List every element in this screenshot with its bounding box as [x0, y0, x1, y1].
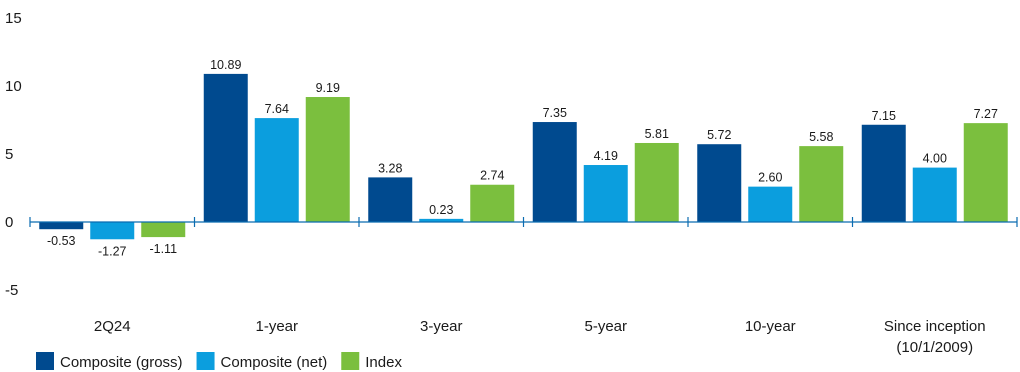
category-label: 10-year — [745, 318, 796, 335]
legend-swatch — [341, 352, 360, 370]
data-label: 4.19 — [594, 149, 618, 163]
bar — [470, 184, 515, 222]
y-tick-label: 5 — [5, 146, 13, 163]
data-labels-group: -0.53 -1.27 -1.11 10.89 7.64 9.19 3.28 0.23 2.74… — [47, 58, 998, 258]
data-label: 5.72 — [707, 128, 731, 142]
data-label: 2.74 — [480, 169, 504, 183]
bar — [861, 124, 906, 222]
data-label: -1.27 — [98, 244, 127, 258]
legend-swatch — [196, 352, 215, 370]
data-label: -1.11 — [149, 242, 177, 256]
bar — [799, 146, 844, 222]
data-label: -0.53 — [47, 234, 76, 248]
category-label: Since inception (10/1/2009) — [884, 318, 986, 356]
data-label: 3.28 — [378, 161, 402, 175]
zero-axis — [29, 217, 1018, 227]
legend-label: Composite (gross) — [60, 354, 183, 371]
bar — [912, 167, 957, 222]
legend: Composite (gross) Composite (net) Index — [36, 352, 402, 371]
data-label: 2.60 — [758, 171, 782, 185]
bar — [748, 186, 793, 222]
bar — [697, 144, 742, 222]
bar — [90, 222, 135, 240]
bar — [39, 222, 84, 230]
bar — [583, 165, 628, 222]
bar — [634, 142, 679, 222]
legend-label: Index — [365, 354, 402, 371]
legend-label: Composite (net) — [221, 354, 328, 371]
legend-swatch — [36, 352, 54, 370]
data-label: 7.64 — [265, 102, 289, 116]
y-axis-ticks: -5 0 5 10 15 — [5, 10, 22, 299]
bars-group — [39, 73, 1008, 240]
bar — [203, 73, 248, 223]
data-label: 7.27 — [974, 107, 998, 121]
data-label: 9.19 — [316, 81, 340, 95]
data-label: 4.00 — [923, 152, 947, 166]
category-label: 5-year — [584, 318, 627, 335]
y-tick-label: -5 — [5, 282, 18, 299]
bar — [254, 118, 299, 222]
data-label: 5.58 — [809, 130, 833, 144]
bar — [305, 97, 350, 222]
category-label: 1-year — [255, 318, 298, 335]
y-tick-label: 0 — [5, 214, 13, 231]
y-tick-label: 15 — [5, 10, 22, 27]
y-tick-label: 10 — [5, 78, 22, 95]
data-label: 7.15 — [872, 109, 896, 123]
data-label: 0.23 — [429, 203, 453, 217]
data-label: 7.35 — [543, 106, 567, 120]
category-labels-group: 2Q24 1-year 3-year 5-year 10-year Since incep… — [94, 318, 986, 356]
data-label: 5.81 — [645, 127, 669, 141]
bar — [141, 222, 186, 238]
bar — [368, 177, 413, 222]
bar — [963, 123, 1008, 222]
category-label: 2Q24 — [94, 318, 131, 335]
bar — [532, 122, 577, 222]
bar — [419, 218, 464, 222]
data-label: 10.89 — [210, 58, 241, 72]
category-label: 3-year — [420, 318, 463, 335]
